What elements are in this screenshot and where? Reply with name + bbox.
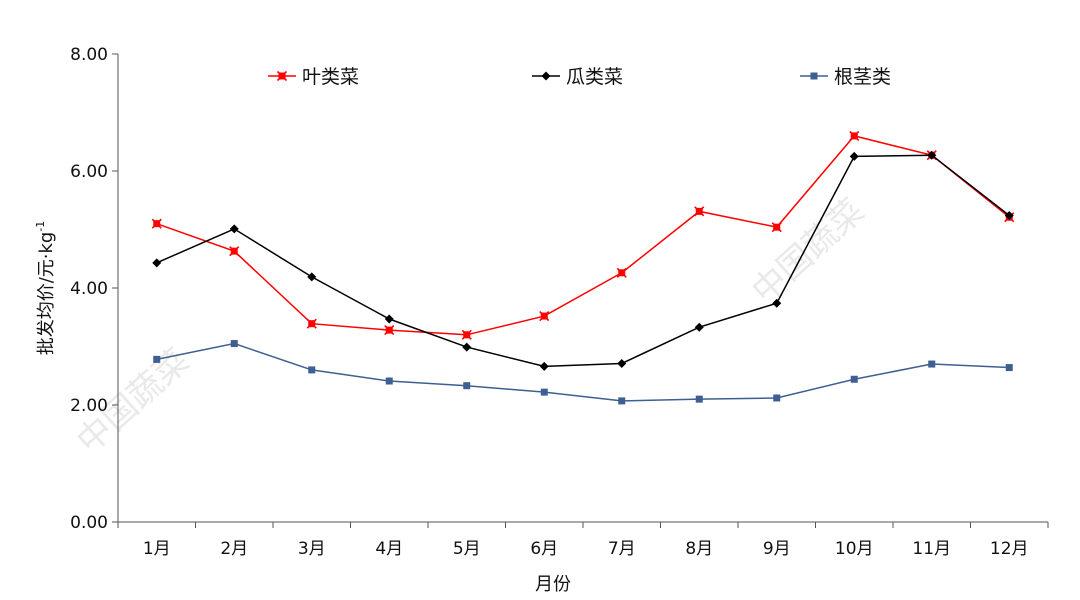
marker-cross-b [276,70,288,82]
marker-cross-b [384,325,395,336]
data-point [153,355,161,363]
x-tick-label: 11月 [912,539,951,559]
x-tick-label: 9月 [763,539,791,559]
data-point [1004,210,1014,220]
x-tick-label: 7月 [608,539,636,559]
legend-label: 叶类菜 [302,66,359,88]
y-tick-label: 0.00 [70,513,108,533]
marker-cross-b [849,130,860,141]
series-2 [152,150,1014,371]
y-axis-title: 批发均价/元·kg-1 [34,221,57,356]
series-3 [153,340,1013,405]
data-point [694,206,705,217]
data-point [695,395,703,403]
data-point [463,382,471,390]
series-group [151,130,1015,405]
marker-cross-b [151,218,162,229]
legend-marker [276,70,288,82]
series-line [156,342,1010,402]
data-point [384,325,395,336]
x-tick-label: 1月 [143,539,171,559]
data-point [616,267,627,278]
data-point [539,311,550,322]
series-line [156,135,1010,336]
x-tick-label: 4月 [375,539,403,559]
x-tick-label: 8月 [685,539,713,559]
data-point [849,130,860,141]
marker-cross-b [306,318,317,329]
legend-item-3: 根茎类 [800,66,891,88]
data-point [230,340,238,348]
legend-label: 根茎类 [834,66,891,88]
x-tick-label: 10月 [835,539,874,559]
y-tick-label: 8.00 [70,45,108,65]
series-line [156,154,1010,368]
data-point [849,151,859,161]
x-tick-label: 2月 [220,539,248,559]
watermark-right: 中国蔬菜 [744,191,872,312]
watermarks: 中国蔬菜 中国蔬菜 [69,191,872,462]
data-point [229,246,240,257]
data-point [539,361,549,371]
x-tick-label: 6月 [530,539,558,559]
y-tick-label: 2.00 [70,396,108,416]
y-tick-label: 6.00 [70,162,108,182]
data-point [928,360,936,368]
marker-cross-b [229,246,240,257]
data-point [229,224,239,234]
marker-cross-b [461,329,472,340]
marker-cross-b [771,222,782,233]
data-point [927,150,937,160]
data-point [307,272,317,282]
data-point [772,298,782,308]
data-point [773,394,781,402]
data-point [306,318,317,329]
marker-cross-b [694,206,705,217]
data-point [462,342,472,352]
legend-marker [810,72,818,80]
marker-cross-b [539,311,550,322]
x-tick-label: 5月 [453,539,481,559]
data-point [540,388,548,396]
data-point [152,258,162,268]
data-point [385,377,393,385]
marker-cross-b [616,267,627,278]
data-point [694,322,704,332]
y-tick-label: 4.00 [70,279,108,299]
data-point [151,218,162,229]
x-axis-title: 月份 [535,574,571,595]
legend-item-2: 瓜类菜 [532,66,623,88]
y-axis-title-superscript: -1 [34,221,47,232]
y-axis-title-main: 批发均价/元·kg [36,232,57,356]
data-point [308,366,316,374]
data-point [1005,364,1013,372]
data-point [461,329,472,340]
legend-item-1: 叶类菜 [268,66,359,88]
axes: 0.00 2.00 4.00 6.00 8.00 1月 2月 3月 4月 5月 6月 7月 8月 9月 10… [70,45,1049,559]
legend-label: 瓜类菜 [566,66,623,88]
data-point [617,358,627,368]
legend: 叶类菜 瓜类菜 根茎类 [268,66,891,88]
data-point [618,397,626,405]
data-point [850,375,858,383]
data-point [771,222,782,233]
data-point [384,314,394,324]
legend-marker [541,71,551,81]
x-tick-label: 3月 [298,539,326,559]
x-tick-label: 12月 [990,539,1029,559]
series-1 [151,130,1015,340]
